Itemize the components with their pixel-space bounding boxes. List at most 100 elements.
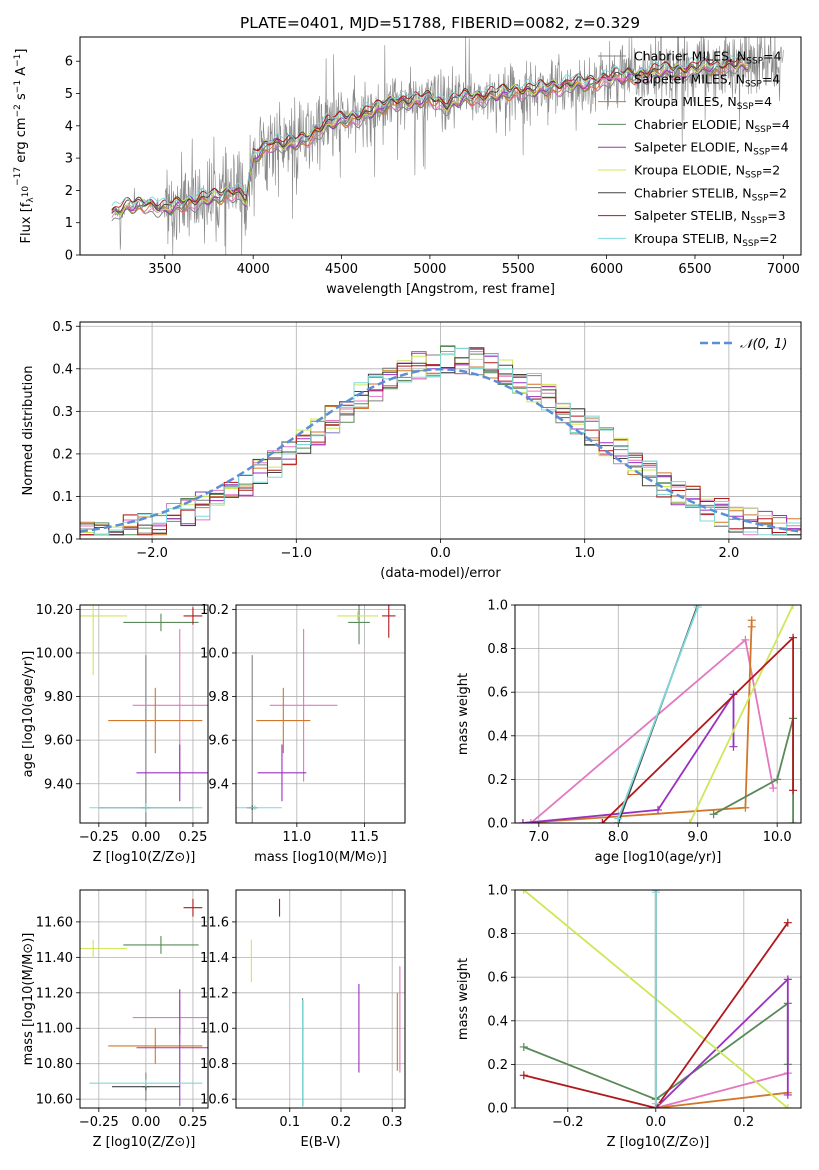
mass_vs_EBV-panel: 0.1 0.2 0.3 10.6 10.8 11.0 11.2 11.4 11.6 E(B-V) (200, 889, 406, 1150)
mass_weight_vs_Z-ytick-label: 0.2 (487, 1058, 508, 1073)
residuals-ytick-label: 0.1 (52, 490, 73, 505)
legend-label-part: =3 (767, 208, 785, 223)
legend-label-chabrier_miles: Chabrier MILES, NSSP=4 (634, 49, 782, 67)
mass-weight-marker-kroupa_stelib (693, 605, 702, 612)
legend-label-kroupa_stelib: Kroupa STELIB, NSSP=2 (634, 231, 778, 249)
legend-label-part: SSP (753, 148, 770, 158)
age_vs_mass-ytick-label: 9.8 (208, 690, 229, 705)
mass_weight_vs_age-xlabel: age [log10(age/yr)] (595, 850, 722, 865)
residuals-ytick-label: 0.0 (52, 533, 73, 548)
mass_weight_vs_Z-xtick-label: −0.2 (552, 1115, 584, 1130)
spectrum-xtick-label: 4500 (325, 262, 358, 277)
mass-weight-marker-salpeter_stelib (783, 918, 792, 927)
mass_weight_vs_age-ytick-label: 0.8 (487, 642, 508, 657)
mass-weight-line-salpeter_miles (655, 1072, 789, 1108)
mass-weight-line-kroupa_stelib (617, 606, 699, 819)
residuals-xtick-label: −1.0 (281, 546, 313, 561)
mass_weight_vs_age-plot-area (515, 605, 801, 823)
residuals-ytick-label: 0.4 (52, 362, 73, 377)
age_vs_Z-ytick-label: 9.80 (44, 690, 73, 705)
legend-label-kroupa_elodie: Kroupa ELODIE, NSSP=2 (634, 163, 780, 181)
mass_vs_EBV-xtick-label: 0.1 (279, 1115, 300, 1130)
mass_vs_Z-ytick-label: 10.80 (36, 1057, 73, 1072)
spectrum-ylabel-part: 10 (21, 186, 31, 198)
mass_weight_vs_Z-frame (514, 889, 802, 1109)
mass-weight-line-kroupa_miles (655, 1091, 788, 1108)
age_vs_Z-ytick-label: 9.60 (44, 734, 73, 749)
residuals-plot-area (80, 322, 801, 539)
mass_vs_EBV-ytick-label: 10.6 (200, 1093, 229, 1108)
mass-weight-marker-kroupa_elodie (519, 890, 528, 894)
age_vs_Z-ytick-label: 9.40 (44, 777, 73, 792)
residuals-panel: −2.0 −1.0 0.0 1.0 2.0 0.0 0.1 0.2 0.3 0.4 0.5 (data… (21, 320, 802, 581)
age_vs_mass-xtick-label: 11.0 (282, 830, 311, 845)
age_vs_Z-xtick-label: 0.00 (131, 830, 160, 845)
legend-label-part: Salpeter STELIB, N (634, 208, 750, 223)
model-spectrum-salpeter_miles (111, 61, 749, 218)
mass_weight_vs_Z-ytick-label: 0.8 (487, 927, 508, 942)
histogram-kroupa_stelib (80, 348, 801, 536)
mass_weight_vs_Z-ylabel: mass weight (456, 958, 471, 1040)
legend-label-part: Salpeter MILES, N (634, 71, 745, 86)
mass_weight_vs_age-frame (514, 604, 802, 824)
mass-weight-marker-chabrier_elodie (519, 1042, 528, 1051)
age_vs_Z-xtick-label: 0.25 (178, 830, 207, 845)
age_vs_Z-xlabel: Z [log10(Z/Z⊙)] (93, 850, 196, 865)
spectrum-ytick-label: 0 (65, 249, 73, 264)
age_vs_mass-ytick-label: 10.2 (200, 603, 229, 618)
residuals-xlabel: (data-model)/error (380, 566, 501, 581)
mass_vs_Z-ytick-label: 11.20 (36, 986, 73, 1001)
mass-weight-line-chabrier_elodie (713, 718, 794, 823)
mass_vs_EBV-ytick-label: 11.4 (200, 951, 229, 966)
age_vs_mass-panel: 11.0 11.5 9.4 9.6 9.8 10.0 10.2 mass [log10(M/M… (200, 603, 406, 865)
mass-weight-line-salpeter_elodie (655, 977, 789, 1108)
residuals-ylabel: Normed distribution (21, 366, 36, 496)
spectrum-xtick-label: 5000 (413, 262, 446, 277)
mass_vs_Z-ytick-label: 11.40 (36, 951, 73, 966)
legend-label-part: SSP (754, 125, 771, 135)
spectrum-ylabel-part: −2 (13, 104, 23, 117)
spectrum-ylabel-part: −1 (13, 80, 23, 93)
figure-title: PLATE=0401, MJD=51788, FIBERID=0082, z=0… (240, 14, 640, 32)
age_vs_mass-frame (235, 604, 406, 824)
mass_weight_vs_age-ytick-label: 0.0 (487, 817, 508, 832)
age_vs_Z-frame (79, 604, 209, 824)
spectrum-ylabel-part: −1 (13, 54, 23, 67)
mass-weight-marker-salpeter_miles (526, 819, 535, 823)
legend-label-part: =2 (762, 163, 780, 178)
legend-label-part: SSP (742, 239, 759, 249)
mass-weight-marker-salpeter_stelib (598, 819, 607, 823)
spectrum-ylabel-part: ] (14, 49, 29, 54)
age_vs_Z-ytick-label: 10.20 (36, 603, 73, 618)
spectrum-ylabel-part: Flux [f (19, 202, 34, 243)
spectrum-ytick-label: 6 (65, 55, 73, 70)
mass_vs_EBV-ytick-label: 11.6 (200, 915, 229, 930)
age_vs_mass-xlabel: mass [log10(M/M⊙)] (254, 850, 387, 865)
age_vs_Z-ylabel: age [log10(age/yr)] (21, 651, 36, 778)
mass_weight_vs_age-xtick-label: 9.0 (687, 830, 708, 845)
legend-label-part: Kroupa STELIB, N (634, 231, 742, 246)
mass_weight_vs_Z-xtick-label: 0.2 (733, 1115, 754, 1130)
mass-weight-marker-kroupa_miles (747, 622, 756, 631)
mass-weight-marker-salpeter_elodie (654, 805, 662, 814)
legend-label-salpeter_miles: Salpeter MILES, NSSP=4 (634, 71, 780, 89)
legend-label-part: Salpeter ELODIE, N (634, 140, 753, 155)
mass_vs_Z-panel: −0.25 0.00 0.25 10.60 10.80 11.00 11.20 11.40 11… (21, 889, 209, 1150)
residuals-xtick-label: 2.0 (719, 546, 740, 561)
age_vs_Z-plot-area (80, 605, 208, 823)
mass_vs_Z-ylabel: mass [log10(M/M⊙)] (21, 933, 36, 1066)
mass_vs_EBV-xtick-label: 0.3 (382, 1115, 403, 1130)
spectrum-ylabel-part: s (14, 93, 29, 104)
legend-label-part: Kroupa ELODIE, N (634, 163, 745, 178)
legend-label-part: =4 (763, 49, 781, 64)
mass_vs_EBV-xlabel: E(B-V) (300, 1135, 340, 1150)
spectrum-xtick-label: 5500 (502, 262, 535, 277)
mass_weight_vs_age-xtick-label: 10.0 (763, 830, 792, 845)
mass_weight_vs_age-xtick-label: 8.0 (608, 830, 629, 845)
mass-weight-marker-salpeter_elodie (729, 742, 738, 751)
mass-weight-marker-kroupa_miles (741, 803, 750, 812)
mass_weight_vs_Z-ytick-label: 1.0 (487, 884, 508, 899)
spectrum-ytick-label: 1 (65, 216, 73, 231)
age_vs_Z-xtick-label: −0.25 (79, 830, 119, 845)
